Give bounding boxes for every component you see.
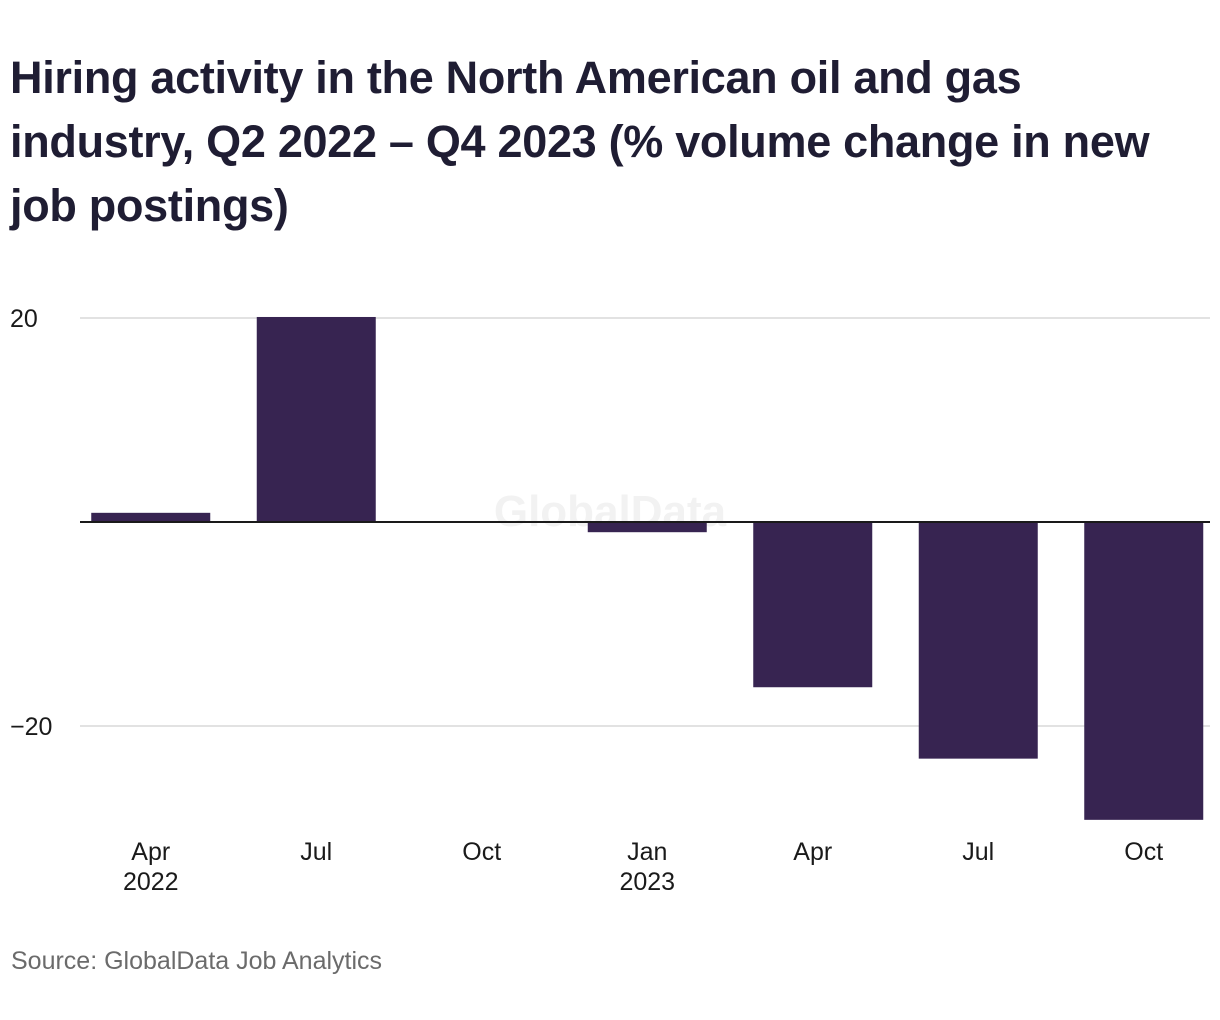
bar-jul-2022 (256, 316, 376, 522)
bar-apr-2022 (91, 512, 211, 522)
x-tick-label: Apr (793, 838, 832, 866)
x-tick-label: Oct (1124, 838, 1163, 866)
x-tick-label: Oct (462, 838, 501, 866)
x-tick-label: 2022 (123, 868, 179, 896)
bars (91, 316, 1204, 820)
bar-apr-2023 (753, 522, 873, 688)
bar-jan-2023 (587, 522, 707, 533)
source-note: Source: GlobalData Job Analytics (11, 947, 383, 975)
y-tick-label: −20 (10, 713, 52, 741)
x-tick-label: Jul (962, 838, 994, 866)
y-axis-ticks: 20 −20 (10, 305, 52, 741)
x-tick-label: Jul (300, 838, 332, 866)
bar-oct-2023 (1084, 522, 1204, 820)
x-tick-label: Apr (131, 838, 170, 866)
y-tick-label: 20 (10, 305, 38, 333)
x-tick-label: 2023 (619, 868, 675, 896)
x-tick-label: Jan (627, 838, 667, 866)
bar-jul-2023 (918, 522, 1038, 759)
chart-title: Hiring activity in the North American oi… (10, 52, 1150, 231)
